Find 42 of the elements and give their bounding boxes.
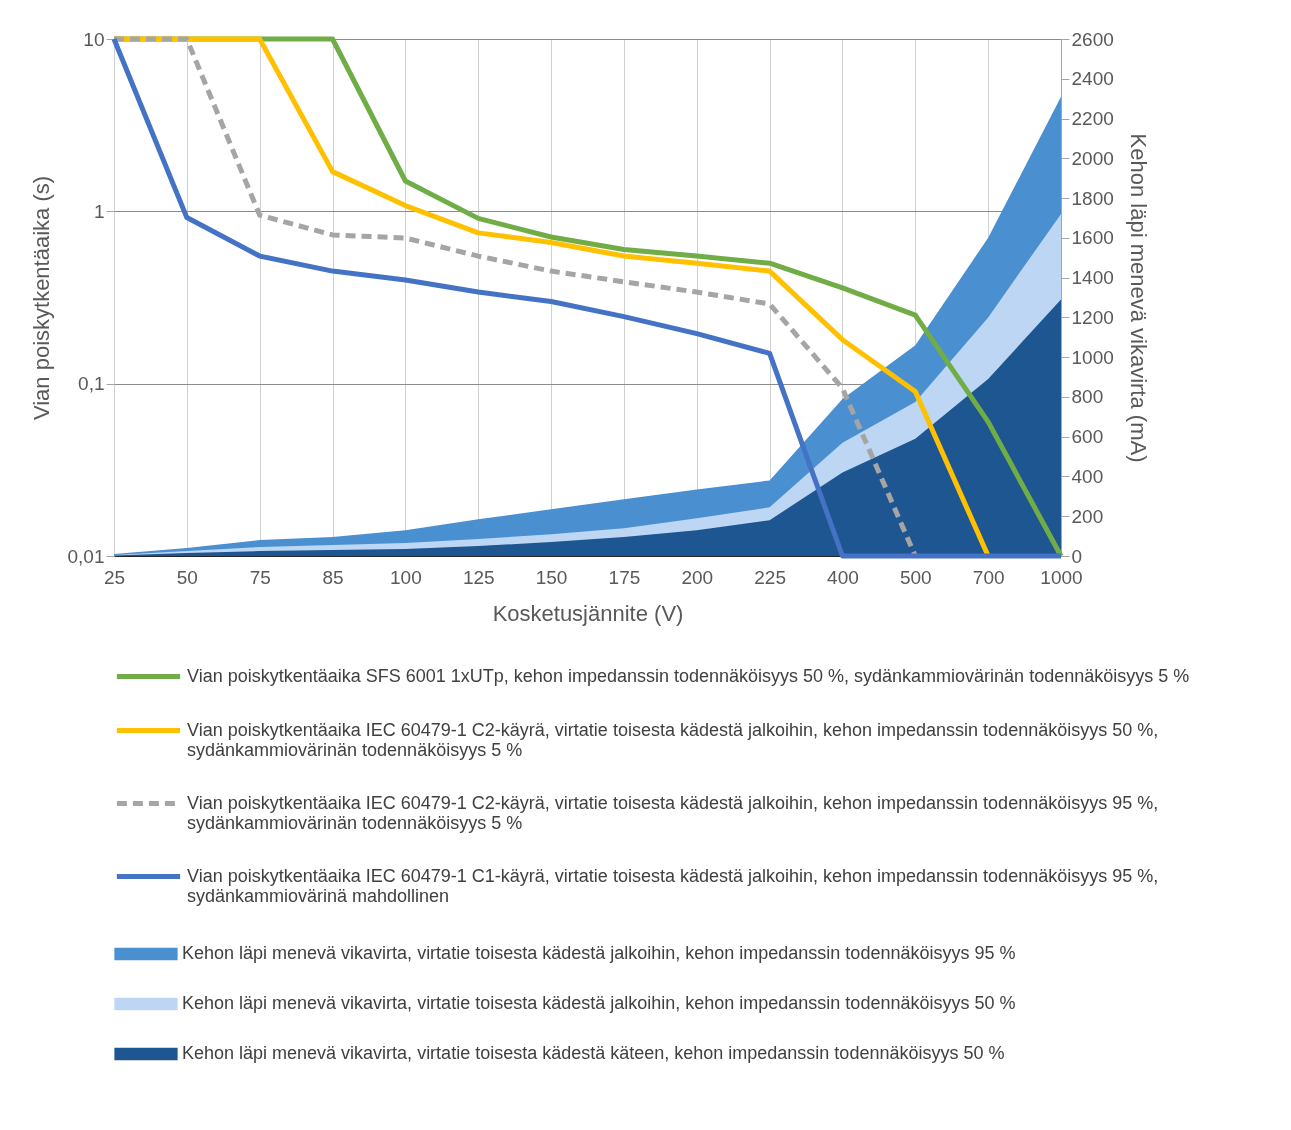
legend-label: Vian poiskytkentäaika IEC 60479-1 C2-käyrä, virtatie toisesta kädestä jalkoihin, kehon impedanssin todennäköisyys 95 %, sydänkammiovärinän todennäköisyys 5 % <box>187 792 1159 833</box>
x-tick-label: 500 <box>899 566 932 588</box>
y-tick-label: 0,1 <box>78 373 105 395</box>
x-tick-label: 1000 <box>1040 566 1083 588</box>
legend-label: Vian poiskytkentäaika IEC 60479-1 C1-käyrä, virtatie toisesta kädestä jalkoihin, kehon impedanssin todennäköisyys 95 %, sydänkammiovärinä mahdollinen <box>187 865 1159 906</box>
y2-tick-label: 200 <box>1071 505 1104 527</box>
legend-label: Vian poiskytkentäaika IEC 60479-1 C2-käyrä, virtatie toisesta kädestä jalkoihin, kehon impedanssin todennäköisyys 50 %, sydänkammiovärinän todennäköisyys 5 % <box>187 719 1159 760</box>
x-tick-label: 200 <box>681 566 714 588</box>
y2-tick-label: 2400 <box>1071 68 1114 90</box>
y-tick-label: 1 <box>93 200 105 222</box>
y2-tick-label: 1000 <box>1071 346 1114 368</box>
legend-label: Kehon läpi menevä vikavirta, virtatie toisesta kädestä jalkoihin, kehon impedanssin todennäköisyys 50 % <box>182 993 1016 1013</box>
x-tick-label: 100 <box>390 566 422 588</box>
y2-axis-title: Kehon läpi menevä vikavirta (mA) <box>1125 133 1151 463</box>
y2-tick-label: 2000 <box>1071 147 1114 169</box>
y-tick-label: 0,01 <box>67 545 105 567</box>
y2-tick-label: 2600 <box>1071 28 1114 50</box>
x-tick-label: 50 <box>176 566 198 588</box>
y2-tick-label: 400 <box>1071 465 1104 487</box>
x-tick-label: 150 <box>535 566 568 588</box>
x-tick-label: 225 <box>754 566 786 588</box>
x-tick-label: 75 <box>249 566 271 588</box>
y2-tick-label: 1400 <box>1071 267 1114 289</box>
y2-tick-label: 1600 <box>1071 227 1114 249</box>
y2-tick-label: 1800 <box>1071 187 1114 209</box>
y2-tick-label: 2200 <box>1071 108 1114 130</box>
x-tick-label: 700 <box>972 566 1005 588</box>
x-axis-title: Kosketusjännite (V) <box>492 600 684 626</box>
x-tick-label: 85 <box>322 566 344 588</box>
y2-tick-label: 600 <box>1071 426 1104 448</box>
legend-label: Vian poiskytkentäaika SFS 6001 1xUTp, kehon impedanssin todennäköisyys 50 %, sydänkammiovärinän todennäköisyys 5 % <box>187 665 1190 686</box>
x-tick-label: 25 <box>103 566 126 588</box>
x-tick-label: 175 <box>608 566 641 588</box>
y2-tick-label: 0 <box>1071 545 1083 567</box>
y-axis-title: Vian poiskytkentäaika (s) <box>28 175 54 421</box>
x-tick-label: 400 <box>827 566 859 588</box>
y-tick-label: 10 <box>83 28 105 50</box>
y2-tick-label: 1200 <box>1071 306 1114 328</box>
x-tick-label: 125 <box>462 566 495 588</box>
legend-label: Kehon läpi menevä vikavirta, virtatie toisesta kädestä jalkoihin, kehon impedanssin todennäköisyys 95 % <box>182 943 1016 963</box>
y2-tick-label: 800 <box>1071 386 1104 408</box>
legend-label: Kehon läpi menevä vikavirta, virtatie toisesta kädestä käteen, kehon impedanssin todennäköisyys 50 % <box>182 1043 1005 1063</box>
